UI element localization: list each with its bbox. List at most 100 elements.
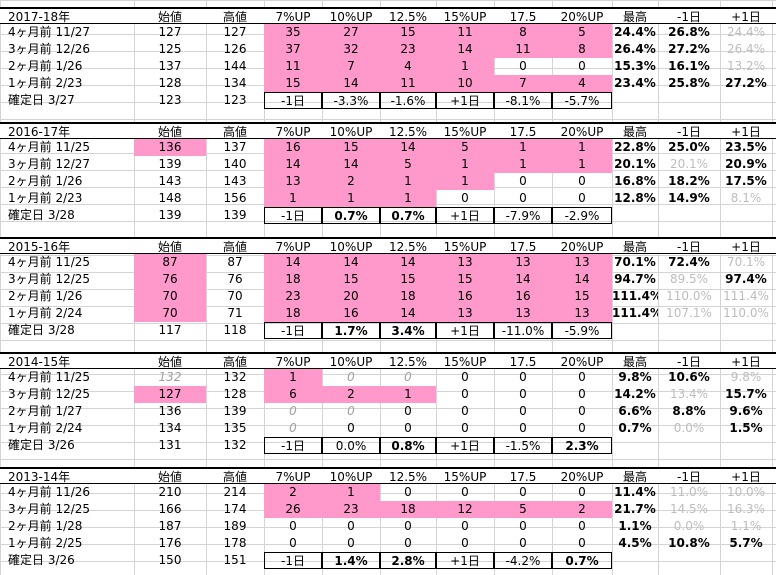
- cell-up10[interactable]: 1.4%: [322, 552, 380, 569]
- cell-up125[interactable]: 1: [380, 190, 436, 207]
- cell-up15[interactable]: +1日: [436, 322, 494, 339]
- cell-up175[interactable]: 0: [519, 387, 527, 401]
- cell-up20[interactable]: -2.9%: [552, 207, 612, 224]
- cell-max[interactable]: 14.2%: [614, 387, 656, 401]
- cell-plus1[interactable]: 13.2%: [726, 59, 766, 73]
- cell-high[interactable]: 178: [223, 536, 247, 550]
- cell-minus1[interactable]: 14.5%: [669, 502, 709, 516]
- column-header[interactable]: 始値: [157, 10, 182, 24]
- row-label[interactable]: 4ヶ月前 11/25: [8, 140, 91, 154]
- cell-high[interactable]: 132: [223, 438, 247, 452]
- cell-up175[interactable]: -1.5%: [494, 437, 552, 454]
- cell-high[interactable]: 139: [223, 208, 247, 222]
- cell-plus1[interactable]: 26.4%: [726, 42, 766, 56]
- row-label[interactable]: 4ヶ月前 11/26: [8, 485, 91, 499]
- column-header[interactable]: 17.5: [509, 355, 537, 369]
- cell-open[interactable]: 125: [158, 42, 182, 56]
- cell-up175[interactable]: 7: [494, 75, 552, 92]
- cell-max[interactable]: 16.8%: [614, 174, 656, 188]
- cell-up15[interactable]: 0: [461, 485, 469, 499]
- row-label[interactable]: 4ヶ月前 11/25: [8, 370, 91, 384]
- cell-high[interactable]: 87: [227, 255, 243, 269]
- column-header[interactable]: 7%UP: [275, 355, 311, 369]
- cell-up15[interactable]: 13: [436, 305, 494, 322]
- column-header[interactable]: 10%UP: [329, 355, 373, 369]
- row-label[interactable]: 確定日 3/27: [8, 93, 75, 107]
- cell-up175[interactable]: 1: [494, 139, 552, 156]
- cell-up20[interactable]: 2: [552, 501, 612, 518]
- cell-up20[interactable]: 15: [552, 288, 612, 305]
- cell-plus1[interactable]: 5.7%: [729, 536, 763, 550]
- cell-up7[interactable]: 1: [264, 369, 322, 386]
- cell-up175[interactable]: 13: [494, 254, 552, 271]
- cell-up125[interactable]: 23: [380, 41, 436, 58]
- cell-up7[interactable]: -1日: [264, 92, 322, 109]
- column-header[interactable]: 15%UP: [443, 125, 487, 139]
- cell-minus1[interactable]: [658, 92, 720, 109]
- cell-plus1[interactable]: 111.4%: [723, 289, 769, 303]
- cell-up125[interactable]: 0: [404, 370, 412, 384]
- cell-up125[interactable]: 0: [404, 536, 412, 550]
- cell-high[interactable]: 143: [223, 174, 247, 188]
- cell-max[interactable]: 70.1%: [614, 255, 656, 269]
- cell-up7[interactable]: 6: [264, 386, 322, 403]
- column-header[interactable]: 高値: [222, 125, 247, 139]
- row-label[interactable]: 4ヶ月前 11/25: [8, 255, 91, 269]
- column-header[interactable]: 17.5: [509, 240, 537, 254]
- cell-plus1[interactable]: 23.5%: [725, 140, 767, 154]
- cell-max[interactable]: 9.8%: [618, 370, 652, 384]
- column-header[interactable]: 最高: [622, 240, 647, 254]
- cell-up175[interactable]: -4.2%: [494, 552, 552, 569]
- cell-up7[interactable]: 2: [264, 484, 322, 501]
- cell-up175[interactable]: -7.9%: [494, 207, 552, 224]
- cell-up175[interactable]: 0: [519, 485, 527, 499]
- column-header[interactable]: 高値: [222, 470, 247, 484]
- cell-up15[interactable]: +1日: [436, 92, 494, 109]
- cell-up10[interactable]: 2: [322, 173, 380, 190]
- cell-open[interactable]: 137: [158, 59, 182, 73]
- cell-up125[interactable]: 18: [380, 288, 436, 305]
- column-header[interactable]: +1日: [731, 125, 761, 139]
- column-header[interactable]: 17.5: [509, 125, 537, 139]
- cell-up10[interactable]: 15: [322, 139, 380, 156]
- cell-up125[interactable]: 14: [380, 254, 436, 271]
- cell-open[interactable]: 139: [158, 208, 182, 222]
- cell-up20[interactable]: 1: [552, 139, 612, 156]
- cell-plus1[interactable]: 24.4%: [726, 25, 766, 39]
- cell-open[interactable]: 150: [158, 553, 182, 567]
- cell-up125[interactable]: 14: [380, 139, 436, 156]
- cell-up15[interactable]: 0: [461, 191, 469, 205]
- cell-up7[interactable]: -1日: [264, 207, 322, 224]
- cell-up175[interactable]: 5: [494, 501, 552, 518]
- column-header[interactable]: 最高: [622, 125, 647, 139]
- cell-up10[interactable]: 23: [322, 501, 380, 518]
- column-header[interactable]: 高値: [222, 240, 247, 254]
- cell-max[interactable]: 6.6%: [618, 404, 652, 418]
- column-header[interactable]: 20%UP: [560, 240, 604, 254]
- cell-up175[interactable]: 11: [494, 41, 552, 58]
- cell-up175[interactable]: 0: [519, 59, 527, 73]
- cell-up20[interactable]: 0: [578, 485, 586, 499]
- cell-up10[interactable]: 2: [322, 386, 380, 403]
- cell-max[interactable]: 12.8%: [614, 191, 656, 205]
- cell-plus1[interactable]: 9.8%: [730, 370, 762, 384]
- cell-up125[interactable]: 15: [380, 271, 436, 288]
- column-header[interactable]: 高値: [222, 10, 247, 24]
- cell-high[interactable]: 123: [223, 93, 247, 107]
- cell-open[interactable]: 139: [158, 157, 182, 171]
- year-label[interactable]: 2013-14年: [8, 470, 71, 484]
- cell-up15[interactable]: 0: [461, 536, 469, 550]
- cell-up20[interactable]: 0: [578, 387, 586, 401]
- column-header[interactable]: 17.5: [509, 470, 537, 484]
- cell-up7[interactable]: 14: [264, 254, 322, 271]
- column-header[interactable]: 7%UP: [275, 10, 311, 24]
- cell-plus1[interactable]: 110.0%: [723, 306, 769, 320]
- cell-up7[interactable]: -1日: [264, 322, 322, 339]
- year-label[interactable]: 2016-17年: [8, 125, 71, 139]
- cell-high[interactable]: 118: [223, 323, 247, 337]
- cell-open[interactable]: 123: [158, 93, 182, 107]
- cell-up20[interactable]: 13: [552, 254, 612, 271]
- cell-up175[interactable]: 0: [519, 191, 527, 205]
- cell-up10[interactable]: 0: [347, 536, 355, 550]
- cell-up10[interactable]: 27: [322, 24, 380, 41]
